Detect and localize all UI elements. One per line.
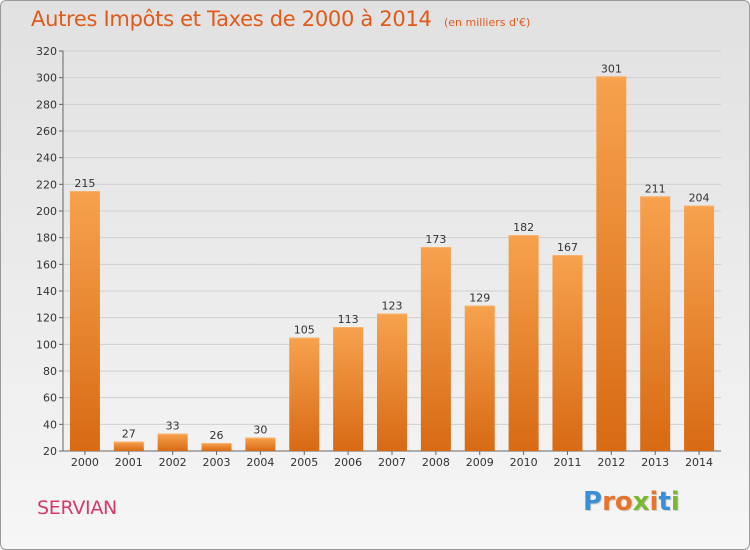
x-tick-label: 2003 — [203, 456, 231, 469]
bar-value-label: 113 — [338, 313, 359, 326]
y-tick-label: 180 — [36, 232, 57, 245]
x-tick-label: 2014 — [685, 456, 713, 469]
x-tick-label: 2002 — [159, 456, 187, 469]
chart-title: Autres Impôts et Taxes de 2000 à 2014 — [31, 7, 432, 31]
labels: 215 27 33 26 30 105 113 123 173 129 182 167 301 211 20… — [74, 62, 709, 442]
chart-title-block: Autres Impôts et Taxes de 2000 à 2014 (e… — [31, 7, 530, 31]
bar-value-label: 211 — [645, 182, 666, 195]
bar — [113, 441, 144, 451]
y-tick-label: 120 — [36, 312, 57, 325]
bar — [157, 433, 188, 451]
bar — [464, 305, 495, 451]
bar — [245, 437, 276, 451]
bar-value-label: 105 — [294, 324, 315, 337]
bar-value-label: 27 — [122, 428, 136, 441]
bars — [69, 76, 715, 451]
x-tick-label: 2008 — [422, 456, 450, 469]
y-tick-label: 40 — [43, 418, 57, 431]
bar — [684, 205, 715, 451]
logo-letter: r — [602, 487, 615, 517]
bar — [552, 255, 583, 451]
y-tick-label: 260 — [36, 125, 57, 138]
y-tick-label: 80 — [43, 365, 57, 378]
y-tick-label: 240 — [36, 152, 57, 165]
logo-letter: i — [670, 487, 680, 517]
bar-value-label: 30 — [253, 424, 267, 437]
bar-value-label: 173 — [425, 233, 446, 246]
bar — [596, 76, 627, 451]
bar-value-label: 33 — [166, 420, 180, 433]
bar — [333, 327, 364, 451]
logo-letter: i — [649, 487, 659, 517]
x-tick-label: 2000 — [71, 456, 99, 469]
y-tick-label: 140 — [36, 285, 57, 298]
proxiti-logo[interactable]: Proxiti — [583, 487, 680, 517]
bar-value-label: 215 — [74, 177, 95, 190]
bar-value-label: 129 — [469, 292, 490, 305]
city-name: SERVIAN — [37, 497, 117, 519]
logo-letter: t — [658, 487, 671, 517]
y-tick-label: 220 — [36, 178, 57, 191]
x-tick-label: 2007 — [378, 456, 406, 469]
bar-value-label: 123 — [382, 300, 403, 313]
chart-unit: (en milliers d'€) — [444, 16, 531, 29]
x-tick-label: 2004 — [246, 456, 274, 469]
bar — [69, 191, 100, 451]
bar — [508, 235, 539, 451]
bar — [201, 443, 232, 451]
y-tick-label: 280 — [36, 98, 57, 111]
x-tick-label: 2001 — [115, 456, 143, 469]
bar-value-label: 26 — [210, 429, 224, 442]
x-tick-label: 2006 — [334, 456, 362, 469]
bar — [640, 196, 671, 451]
y-tick-label: 200 — [36, 205, 57, 218]
x-tick-label: 2005 — [290, 456, 318, 469]
bar-value-label: 182 — [513, 221, 534, 234]
y-tick-label: 100 — [36, 338, 57, 351]
x-tick-label: 2012 — [597, 456, 625, 469]
bar-value-label: 204 — [689, 192, 710, 205]
x-tick-label: 2013 — [641, 456, 669, 469]
logo-letter: o — [614, 487, 633, 517]
bar — [289, 337, 320, 451]
bar-value-label: 301 — [601, 62, 622, 75]
y-tick-label: 20 — [43, 445, 57, 458]
y-tick-label: 300 — [36, 72, 57, 85]
x-tick-label: 2011 — [553, 456, 581, 469]
bar-value-label: 167 — [557, 241, 578, 254]
bar — [377, 313, 407, 451]
y-tick-label: 60 — [43, 392, 57, 405]
y-tick-label: 160 — [36, 258, 57, 271]
logo-letter: P — [583, 487, 603, 517]
logo-letter: x — [632, 487, 650, 517]
x-tick-label: 2010 — [510, 456, 538, 469]
x-tick-label: 2009 — [466, 456, 494, 469]
bar — [420, 247, 451, 451]
y-tick-label: 320 — [36, 45, 57, 58]
